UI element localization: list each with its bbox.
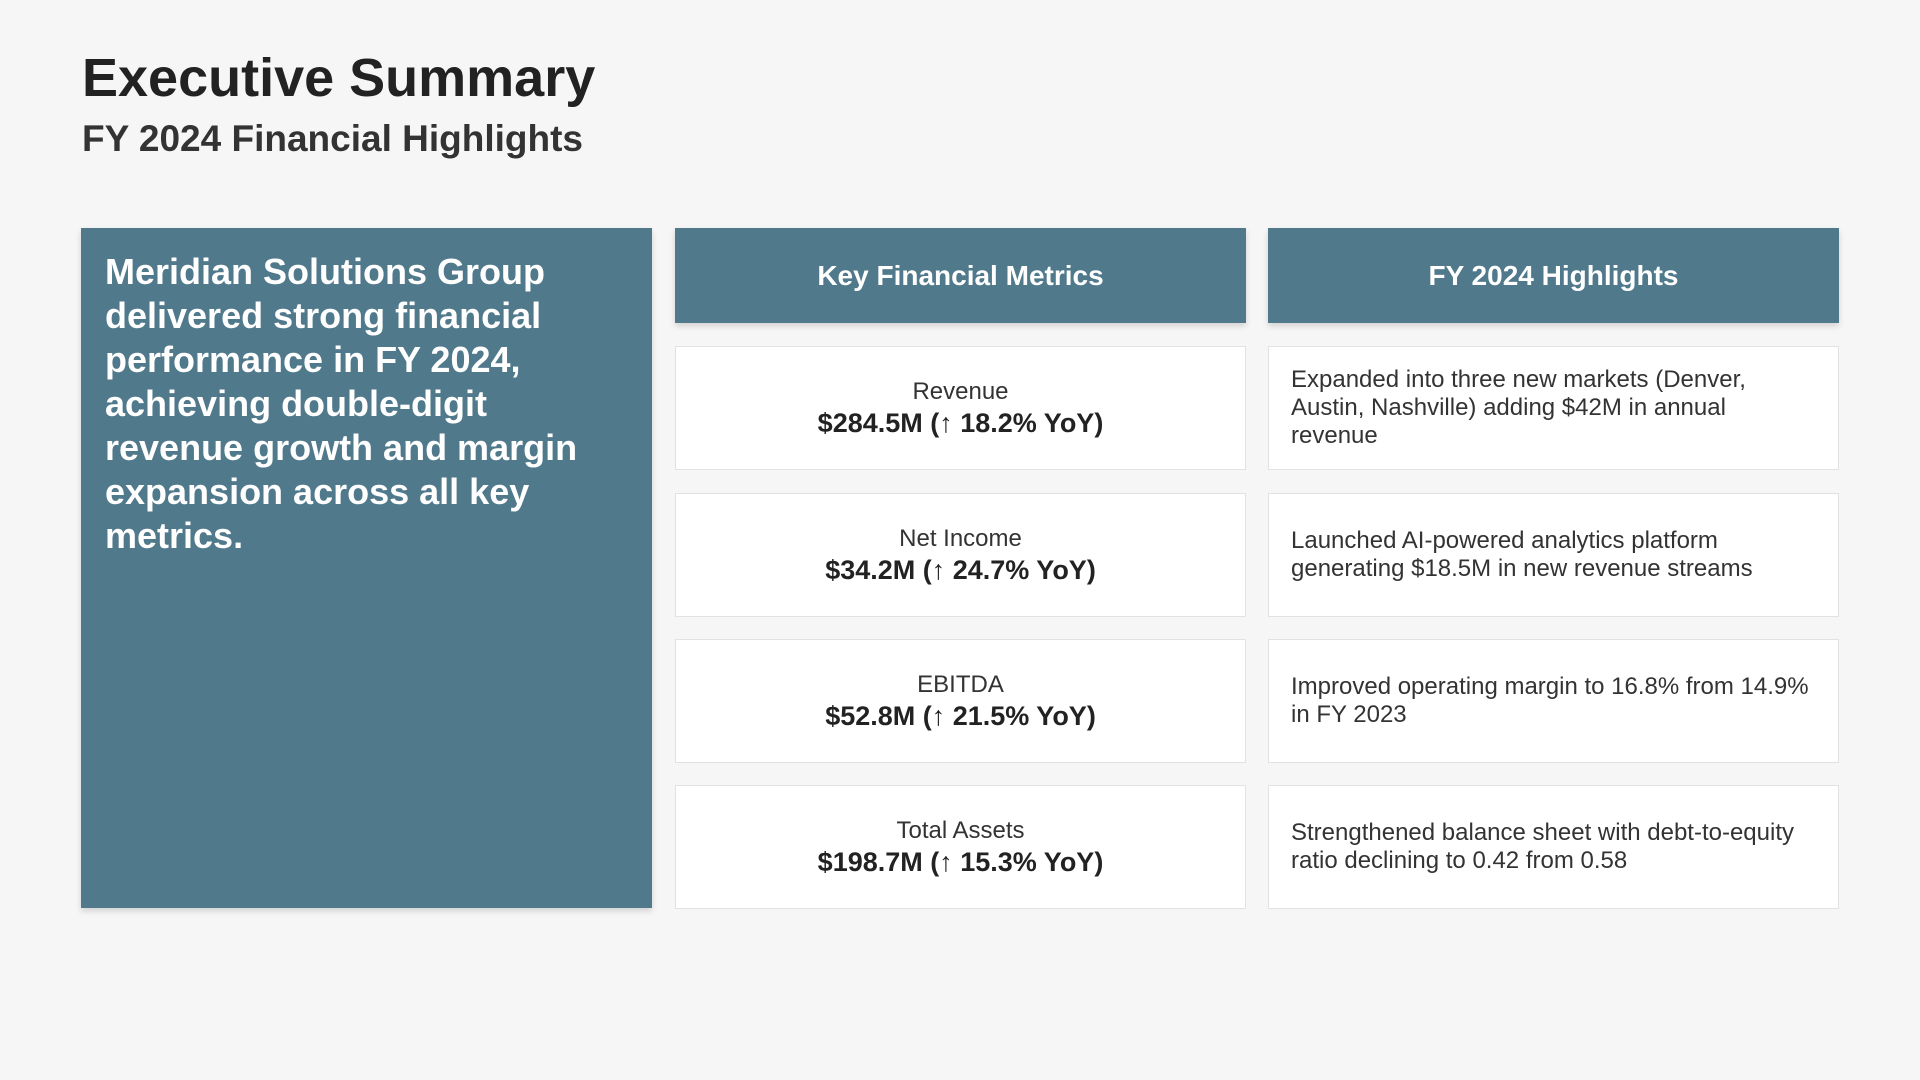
metric-value: $284.5M (↑ 18.2% YoY) [817, 408, 1104, 438]
summary-text: Meridian Solutions Group delivered stron… [105, 251, 578, 556]
highlight-card: Expanded into three new markets (Denver,… [1268, 346, 1839, 470]
highlight-card: Strengthened balance sheet with debt-to-… [1268, 785, 1839, 909]
metric-label: Revenue [912, 378, 1009, 405]
page-title: Executive Summary [82, 48, 596, 108]
metric-label: Net Income [899, 525, 1022, 552]
summary-panel: Meridian Solutions Group delivered stron… [81, 228, 652, 908]
highlight-text: Improved operating margin to 16.8% from … [1291, 673, 1809, 728]
metric-label: Total Assets [896, 817, 1025, 844]
metric-card-ebitda: EBITDA $52.8M (↑ 21.5% YoY) [675, 639, 1246, 763]
metric-value: $198.7M (↑ 15.3% YoY) [817, 847, 1104, 877]
metric-card-revenue: Revenue $284.5M (↑ 18.2% YoY) [675, 346, 1246, 470]
metric-card-total-assets: Total Assets $198.7M (↑ 15.3% YoY) [675, 785, 1246, 909]
highlight-card: Launched AI-powered analytics platform g… [1268, 493, 1839, 617]
highlight-text: Launched AI-powered analytics platform g… [1291, 527, 1753, 582]
metric-card-net-income: Net Income $34.2M (↑ 24.7% YoY) [675, 493, 1246, 617]
page-subtitle: FY 2024 Financial Highlights [82, 118, 583, 159]
highlight-text: Expanded into three new markets (Denver,… [1291, 366, 1746, 449]
metrics-heading: Key Financial Metrics [675, 228, 1246, 323]
metric-value: $52.8M (↑ 21.5% YoY) [825, 701, 1096, 731]
highlight-card: Improved operating margin to 16.8% from … [1268, 639, 1839, 763]
highlight-text: Strengthened balance sheet with debt-to-… [1291, 819, 1795, 874]
highlights-heading: FY 2024 Highlights [1268, 228, 1839, 323]
metric-value: $34.2M (↑ 24.7% YoY) [825, 555, 1096, 585]
metric-label: EBITDA [917, 671, 1004, 698]
